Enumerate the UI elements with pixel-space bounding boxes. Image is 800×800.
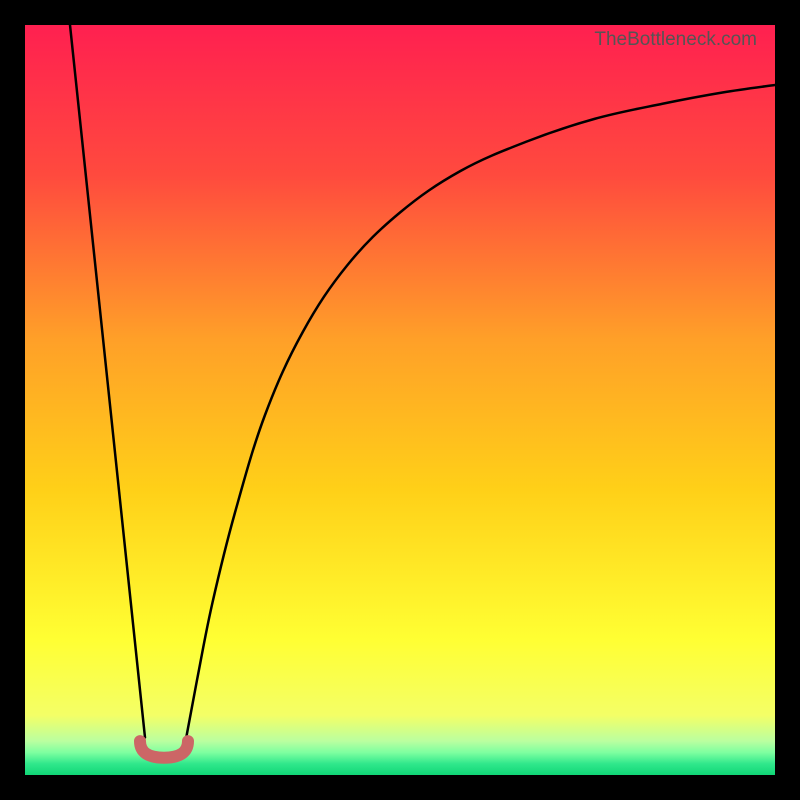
attribution-label: TheBottleneck.com [594,29,757,51]
plot-area [25,25,775,775]
optimal-point-marker [128,720,200,770]
chart-svg [25,25,775,775]
bottleneck-chart: TheBottleneck.com [0,0,800,800]
